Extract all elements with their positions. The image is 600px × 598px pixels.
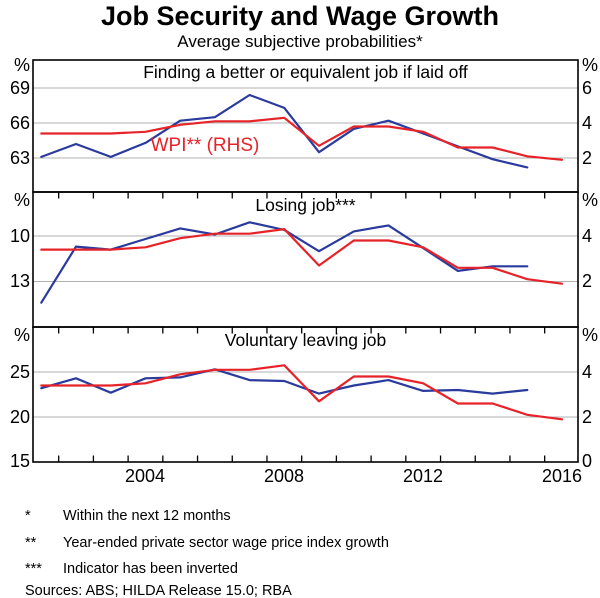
y-tick-label: 15 — [9, 451, 30, 471]
chart-title: Job Security and Wage Growth — [100, 1, 500, 31]
y-tick-label: 2 — [582, 407, 593, 427]
y-tick-label: 4 — [582, 362, 593, 382]
y-tick-label: 20 — [9, 407, 30, 427]
panel-3-frame — [32, 326, 579, 463]
y-tick-label: 6 — [582, 78, 593, 98]
chart-subtitle: Average subjective probabilities* — [177, 32, 423, 51]
sources-line: Sources: ABS; HILDA Release 15.0; RBA — [25, 583, 292, 598]
panel-3-title: Voluntary leaving job — [224, 330, 387, 350]
footnote-text: Within the next 12 months — [63, 508, 231, 524]
footnote-marker: *** — [25, 561, 42, 577]
y-tick-label: 2 — [582, 148, 593, 168]
right-unit-label: % — [582, 190, 599, 210]
y-tick-label: 2 — [582, 271, 593, 291]
y-tick-label: 66 — [9, 113, 30, 133]
y-tick-label: 0 — [582, 451, 593, 471]
wpi-series-label: WPI** (RHS) — [150, 135, 260, 156]
footnote-text: Year-ended private sector wage price ind… — [63, 535, 389, 551]
footnote-marker: ** — [25, 535, 37, 551]
y-tick-label: 13 — [9, 271, 30, 291]
footnote: * Within the next 12 months — [25, 508, 231, 524]
left-unit-label: % — [13, 325, 30, 345]
left-unit-label: % — [13, 55, 30, 75]
footnote-text: Indicator has been inverted — [63, 561, 238, 577]
y-tick-label: 63 — [9, 148, 30, 168]
x-tick-label: 2016 — [541, 466, 583, 486]
footnote: ** Year-ended private sector wage price i… — [25, 535, 389, 551]
x-tick-label: 2004 — [124, 466, 166, 486]
y-tick-label: 10 — [9, 226, 30, 246]
x-tick-label: 2008 — [263, 466, 305, 486]
panel-2-title: Losing job*** — [255, 195, 356, 215]
right-unit-label: % — [582, 55, 599, 75]
left-unit-label: % — [13, 190, 30, 210]
panel-3-rhs-line — [40, 364, 564, 421]
panel-2-lhs-line — [40, 221, 529, 304]
y-tick-label: 4 — [582, 226, 593, 246]
y-tick-label: 4 — [582, 113, 593, 133]
y-tick-label: 69 — [9, 78, 30, 98]
footnote-marker: * — [25, 508, 31, 524]
y-tick-label: 25 — [9, 362, 30, 382]
panel-3-lhs-line — [40, 368, 529, 395]
panel-1-lhs-line — [40, 93, 529, 169]
footnote: *** Indicator has been inverted — [25, 561, 238, 577]
panel-1-title: Finding a better or equivalent job if la… — [143, 62, 468, 82]
panel-2-rhs-line — [40, 228, 564, 285]
x-tick-label: 2012 — [402, 466, 444, 486]
right-unit-label: % — [582, 325, 599, 345]
panel-1-rhs-line — [40, 116, 564, 161]
